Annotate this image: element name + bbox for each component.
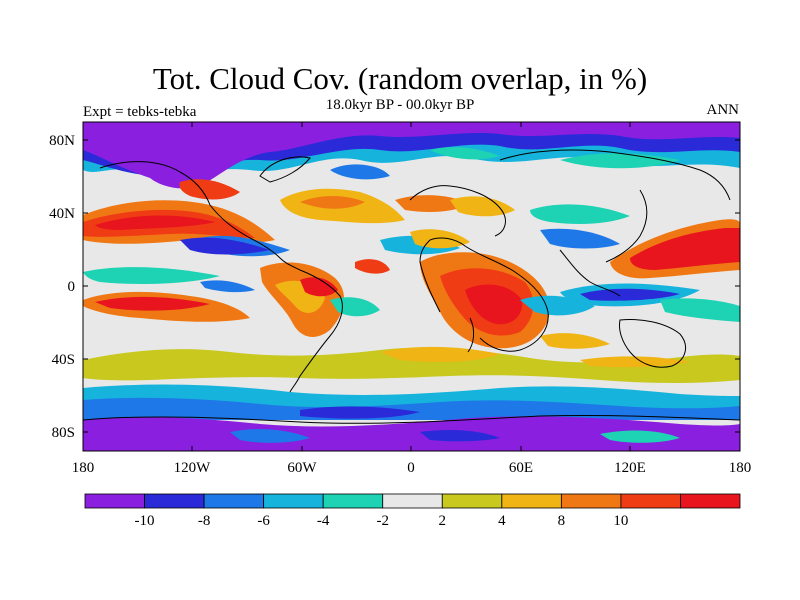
- colorbar-swatch: [203, 493, 265, 509]
- colorbar-label: -8: [198, 513, 211, 529]
- lat-label-40n: 40N: [49, 206, 75, 222]
- colorbar-label: -10: [135, 513, 155, 529]
- colorbar-swatch: [382, 493, 443, 509]
- map-title: Tot. Cloud Cov. (random overlap, in %): [152, 61, 648, 96]
- lon-ticks: [191, 122, 631, 451]
- map-subtitle: 18.0kyr BP - 00.0kyr BP: [325, 97, 475, 113]
- colorbar-swatch: [501, 493, 562, 509]
- colorbar-label: -4: [317, 513, 330, 529]
- colorbar-swatch: [441, 493, 503, 509]
- lon-label-0: 0: [407, 460, 415, 476]
- colorbar-swatch: [322, 493, 384, 509]
- lat-ticks: [83, 139, 740, 433]
- lat-label-40s: 40S: [52, 352, 75, 368]
- colorbar-label: 4: [498, 513, 506, 529]
- lat-label-80n: 80N: [49, 133, 75, 149]
- lon-label-180e: 180: [729, 460, 752, 476]
- coastlines: [83, 149, 740, 424]
- experiment-label: Expt = tebks-tebka: [83, 104, 197, 120]
- colorbar-swatch: [560, 493, 622, 509]
- lon-label-120w: 120W: [174, 460, 212, 476]
- lat-label-80s: 80S: [52, 425, 75, 441]
- colorbar-swatch: [680, 493, 741, 509]
- colorbar-label: -2: [376, 513, 389, 529]
- colorbar-swatch: [84, 493, 145, 509]
- colorbar-label: 8: [558, 513, 566, 529]
- lon-label-60w: 60W: [287, 460, 317, 476]
- colorbar-label: -6: [257, 513, 270, 529]
- colorbar-swatch: [620, 493, 681, 509]
- colorbar-swatch: [263, 493, 324, 509]
- lon-label-60e: 60E: [509, 460, 533, 476]
- lat-label-0: 0: [68, 279, 76, 295]
- colorbar-label: 10: [613, 513, 628, 529]
- lon-label-120e: 120E: [614, 460, 646, 476]
- colorbar-swatch: [144, 493, 205, 509]
- season-label: ANN: [706, 102, 740, 118]
- colorbar: -10 -8 -6 -4 -2 2 4 8 10: [84, 493, 741, 529]
- lon-label-180w: 180: [72, 460, 95, 476]
- colorbar-label: 2: [439, 513, 447, 529]
- cloud-anomaly-field: [83, 122, 740, 451]
